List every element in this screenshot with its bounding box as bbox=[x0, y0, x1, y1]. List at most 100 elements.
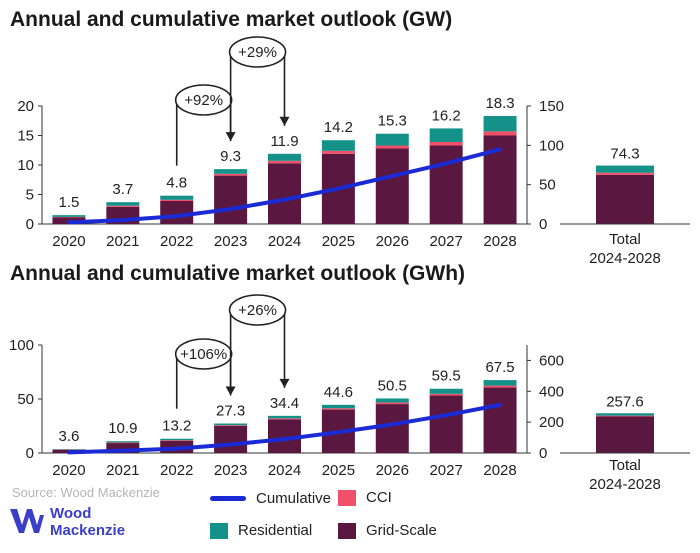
p1-left-tick-label: 10 bbox=[17, 157, 34, 174]
p2-bar-grid-scale-2028 bbox=[483, 387, 517, 453]
p1-bar-grid-scale-2023 bbox=[214, 175, 248, 224]
p2-bar-total-label-2024: 34.4 bbox=[270, 395, 299, 412]
p1-x-tick-label-2020: 2020 bbox=[52, 233, 85, 250]
legend-grid-scale: Grid-Scale bbox=[338, 522, 437, 539]
p2-total-bar-label-line1: Total bbox=[609, 457, 641, 474]
p1-bar-cci-2020 bbox=[52, 216, 86, 218]
p2-bar-residential-2028 bbox=[483, 380, 517, 386]
p2-bar-cci-2028 bbox=[483, 385, 517, 388]
p1-total-bar-value-label: 74.3 bbox=[610, 146, 639, 163]
p2-bar-cci-2022 bbox=[160, 440, 194, 441]
p2-bar-total-label-2022: 13.2 bbox=[162, 418, 191, 435]
p1-x-tick-label-2022: 2022 bbox=[160, 233, 193, 250]
p2-x-tick-label-2021: 2021 bbox=[106, 462, 139, 479]
p1-callout-arrowhead-1 bbox=[279, 116, 290, 126]
logo-wordmark: Wood Mackenzie bbox=[50, 505, 125, 539]
p2-bar-cci-2025 bbox=[321, 408, 355, 410]
p2-x-tick-label-2025: 2025 bbox=[322, 462, 355, 479]
legend-grid-scale-label: Grid-Scale bbox=[366, 522, 437, 539]
legend-residential-swatch bbox=[210, 522, 228, 539]
p1-right-tick-label: 150 bbox=[539, 98, 564, 115]
p1-bar-cci-2026 bbox=[375, 145, 409, 149]
p2-x-tick-label-2020: 2020 bbox=[52, 462, 85, 479]
p1-bar-total-label-2024: 11.9 bbox=[270, 133, 298, 150]
p1-bar-cci-2024 bbox=[268, 160, 301, 164]
p1-x-tick-label-2028: 2028 bbox=[483, 233, 516, 250]
p2-x-tick-label-2026: 2026 bbox=[376, 462, 409, 479]
p2-total-bar-label-line2: 2024-2028 bbox=[589, 476, 661, 493]
p2-cumulative-line bbox=[66, 402, 503, 455]
wood-mackenzie-logo: Wood Mackenzie bbox=[10, 505, 180, 541]
logo-line-2: Mackenzie bbox=[50, 522, 126, 539]
p1-total-bar-cci bbox=[596, 172, 654, 175]
p2-x-tick-label-2022: 2022 bbox=[160, 462, 193, 479]
p2-left-tick-label: 50 bbox=[17, 391, 34, 408]
p2-bar-grid-scale-2021 bbox=[106, 443, 140, 453]
p1-bar-residential-2022 bbox=[160, 195, 194, 200]
p2-total-bar-cci bbox=[596, 415, 654, 417]
p2-x-tick-label-2023: 2023 bbox=[214, 462, 247, 479]
p1-left-tick-label: 5 bbox=[26, 187, 34, 204]
p2-total-bar-grid-scale bbox=[596, 416, 654, 453]
p1-bar-residential-2028 bbox=[483, 116, 517, 132]
p1-right-tick-label: 50 bbox=[539, 177, 556, 194]
p2-bar-total-label-2021: 10.9 bbox=[108, 420, 137, 437]
p2-bar-residential-2021 bbox=[106, 441, 140, 443]
source-note: Source: Wood Mackenzie bbox=[12, 485, 160, 500]
p1-callout-label-1: +29% bbox=[238, 44, 277, 61]
p2-x-tick-label-2027: 2027 bbox=[429, 462, 462, 479]
p2-bar-cci-2021 bbox=[106, 442, 140, 444]
p1-x-tick-label-2023: 2023 bbox=[214, 233, 247, 250]
chart-title-gwh: Annual and cumulative market outlook (GW… bbox=[10, 262, 466, 285]
p1-bar-residential-2027 bbox=[429, 128, 463, 142]
p1-right-tick-label: 0 bbox=[539, 216, 547, 233]
p2-left-tick-label: 0 bbox=[26, 445, 34, 462]
p1-bar-grid-scale-2024 bbox=[268, 163, 301, 224]
p2-bar-residential-2025 bbox=[321, 404, 355, 409]
legend-cumulative-label: Cumulative bbox=[256, 490, 332, 507]
p1-total-bar-residential bbox=[596, 165, 654, 173]
p1-bar-residential-2020 bbox=[52, 215, 86, 217]
p2-right-tick-label: 0 bbox=[539, 445, 547, 462]
p2-callout-arrowhead-1 bbox=[279, 378, 290, 388]
wood-mackenzie-logo-icon bbox=[10, 509, 44, 533]
p2-bar-cci-2023 bbox=[214, 425, 248, 426]
p1-bar-cci-2021 bbox=[106, 205, 140, 207]
p1-bar-total-label-2028: 18.3 bbox=[485, 95, 514, 112]
legend-cumulative: Cumulative bbox=[210, 490, 331, 507]
p1-bar-cci-2028 bbox=[483, 131, 517, 136]
legend-cci: CCI bbox=[338, 489, 392, 506]
p1-bar-grid-scale-2027 bbox=[429, 145, 463, 224]
p2-callout-label-0: +106% bbox=[180, 346, 227, 363]
p1-bar-grid-scale-2022 bbox=[160, 200, 194, 224]
logo-line-1: Wood bbox=[50, 505, 92, 522]
p2-x-tick-label-2024: 2024 bbox=[268, 462, 301, 479]
legend-grid-scale-swatch bbox=[338, 522, 356, 539]
p1-bar-residential-2024 bbox=[268, 153, 301, 161]
p1-bar-total-label-2021: 3.7 bbox=[112, 181, 133, 198]
p1-callout-bubble-1 bbox=[228, 36, 287, 68]
p1-bar-total-label-2025: 14.2 bbox=[324, 119, 353, 136]
legend-cci-label: CCI bbox=[366, 489, 392, 506]
p2-bar-total-label-2028: 67.5 bbox=[485, 359, 514, 376]
p2-bar-cci-2024 bbox=[268, 418, 301, 420]
p2-x-tick-label-2028: 2028 bbox=[483, 462, 516, 479]
p2-bar-total-label-2023: 27.3 bbox=[216, 403, 245, 420]
p2-bar-grid-scale-2027 bbox=[429, 395, 463, 453]
p2-bar-grid-scale-2026 bbox=[375, 404, 409, 453]
p1-bar-cci-2022 bbox=[160, 199, 194, 201]
p2-right-tick-label: 600 bbox=[539, 352, 564, 369]
p1-callout-bubble-0 bbox=[174, 84, 233, 116]
p1-bar-grid-scale-2026 bbox=[375, 148, 409, 224]
p1-bar-total-label-2020: 1.5 bbox=[59, 194, 80, 211]
legend-residential: Residential bbox=[210, 522, 312, 539]
p1-x-tick-label-2021: 2021 bbox=[106, 233, 139, 250]
p1-cumulative-line bbox=[66, 147, 503, 225]
p1-x-tick-label-2025: 2025 bbox=[322, 233, 355, 250]
chart-title-gw: Annual and cumulative market outlook (GW… bbox=[10, 8, 453, 31]
p1-bar-total-label-2026: 15.3 bbox=[378, 113, 407, 130]
p1-bar-residential-2026 bbox=[375, 133, 409, 146]
p2-callout-label-1: +26% bbox=[238, 302, 277, 319]
p1-bar-residential-2023 bbox=[214, 169, 248, 174]
